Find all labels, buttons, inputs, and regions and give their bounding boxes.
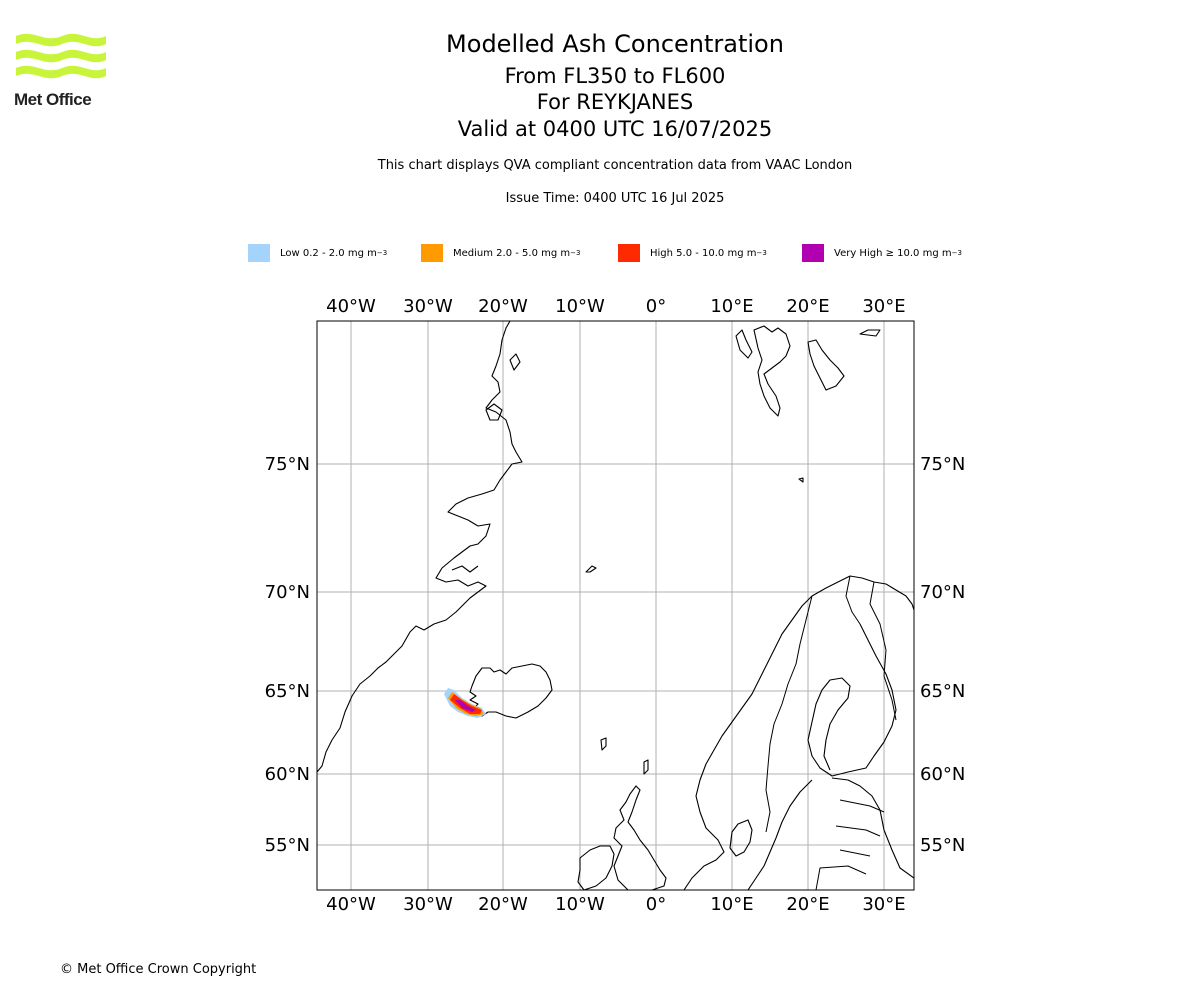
coast-faroe — [600, 737, 607, 751]
lat-label-left-55n: 55°N — [265, 835, 310, 856]
lat-label-left-70n: 70°N — [265, 582, 310, 603]
lat-label-left-65n: 65°N — [265, 681, 310, 702]
lat-labels-left: 75°N 70°N 65°N 60°N 55°N — [265, 454, 310, 856]
lon-label-bottom-20w: 20°W — [478, 894, 528, 915]
border-finland-russia — [869, 581, 897, 721]
legend-sup-high: −3 — [756, 249, 767, 257]
lon-label-top-0: 0° — [646, 296, 666, 317]
coast-bear-island — [798, 477, 804, 483]
lon-labels-top: 40°W 30°W 20°W 10°W 0° 10°E 20°E 30°E — [326, 296, 905, 317]
chart-subtitle: This chart displays QVA compliant concen… — [377, 158, 853, 173]
coastlines — [317, 321, 914, 890]
legend-label-medium: Medium 2.0 - 5.0 mg m — [453, 247, 571, 259]
coast-svalbard-east — [859, 329, 881, 337]
legend-item-high: High 5.0 - 10.0 mg m −3 — [618, 244, 767, 262]
met-office-logo: Met Office — [14, 30, 109, 112]
lon-label-top-30w: 30°W — [403, 296, 453, 317]
legend-swatch-high — [618, 244, 640, 262]
lon-label-bottom-20e: 20°E — [786, 894, 829, 915]
lon-label-top-20w: 20°W — [478, 296, 528, 317]
coast-greenland-island-1 — [485, 403, 503, 421]
lon-label-bottom-30w: 30°W — [403, 894, 453, 915]
lon-label-bottom-30e: 30°E — [862, 894, 905, 915]
lat-label-right-75n: 75°N — [920, 454, 965, 475]
coast-gulf-of-bothnia — [807, 623, 897, 777]
legend-label-low: Low 0.2 - 2.0 mg m — [280, 247, 377, 259]
coast-scandinavia — [683, 575, 914, 890]
legend-item-low: Low 0.2 - 2.0 mg m −3 — [248, 244, 387, 262]
flight-levels: From FL350 to FL600 — [504, 64, 726, 88]
lon-label-top-10e: 10°E — [710, 296, 753, 317]
legend-sup-very-high: −3 — [951, 249, 962, 257]
coast-sweden-south — [747, 779, 813, 890]
lon-label-top-20e: 20°E — [786, 296, 829, 317]
lon-label-bottom-10e: 10°E — [710, 894, 753, 915]
lat-label-left-60n: 60°N — [265, 764, 310, 785]
border-baltics — [815, 799, 885, 890]
map-frame — [316, 320, 915, 891]
coast-greenland-fjord — [451, 565, 479, 573]
coast-denmark — [729, 819, 753, 857]
ash-cloud — [444, 688, 486, 718]
lon-labels-bottom: 40°W 30°W 20°W 10°W 0° 10°E 20°E 30°E — [326, 894, 905, 915]
lon-label-top-10w: 10°W — [555, 296, 605, 317]
lon-label-bottom-0: 0° — [646, 894, 666, 915]
copyright: © Met Office Crown Copyright — [60, 962, 257, 977]
chart-title: Modelled Ash Concentration — [446, 30, 784, 58]
legend-label-high: High 5.0 - 10.0 mg m — [650, 247, 757, 259]
volcano-name: For REYKJANES — [536, 90, 694, 114]
coast-ireland — [577, 845, 615, 890]
lon-label-top-30e: 30°E — [862, 296, 905, 317]
coast-greenland-island-2 — [509, 353, 521, 371]
valid-time: Valid at 0400 UTC 16/07/2025 — [457, 117, 773, 141]
lat-label-left-75n: 75°N — [265, 454, 310, 475]
legend-swatch-low — [248, 244, 270, 262]
legend-item-medium: Medium 2.0 - 5.0 mg m −3 — [421, 244, 580, 262]
legend-sup-medium: −3 — [570, 249, 581, 257]
met-office-logo-text: Met Office — [14, 90, 92, 109]
coast-greenland — [317, 321, 523, 773]
border-sweden-finland — [845, 575, 861, 625]
coast-shetland — [643, 759, 649, 775]
coast-jan-mayen — [585, 565, 597, 573]
lat-label-right-55n: 55°N — [920, 835, 965, 856]
lat-label-right-70n: 70°N — [920, 582, 965, 603]
coast-great-britain — [613, 785, 667, 890]
lat-label-right-65n: 65°N — [920, 681, 965, 702]
lon-label-bottom-40w: 40°W — [326, 894, 376, 915]
legend-sup-low: −3 — [376, 249, 388, 257]
lon-label-top-40w: 40°W — [326, 296, 376, 317]
legend-label-very-high: Very High ≥ 10.0 mg m — [834, 247, 952, 259]
met-office-wave-icon — [16, 33, 106, 79]
legend-item-very-high: Very High ≥ 10.0 mg m −3 — [802, 244, 962, 262]
legend-swatch-very-high — [802, 244, 824, 262]
coast-svalbard — [735, 325, 845, 417]
lon-label-bottom-10w: 10°W — [555, 894, 605, 915]
lat-labels-right: 75°N 70°N 65°N 60°N 55°N — [920, 454, 965, 856]
border-norway-sweden — [765, 595, 813, 833]
lat-label-right-60n: 60°N — [920, 764, 965, 785]
issue-time: Issue Time: 0400 UTC 16 Jul 2025 — [505, 191, 725, 206]
legend-swatch-medium — [421, 244, 443, 262]
ash-very-high — [455, 700, 476, 712]
coast-baltic-east — [831, 777, 914, 879]
graticule — [317, 321, 914, 890]
